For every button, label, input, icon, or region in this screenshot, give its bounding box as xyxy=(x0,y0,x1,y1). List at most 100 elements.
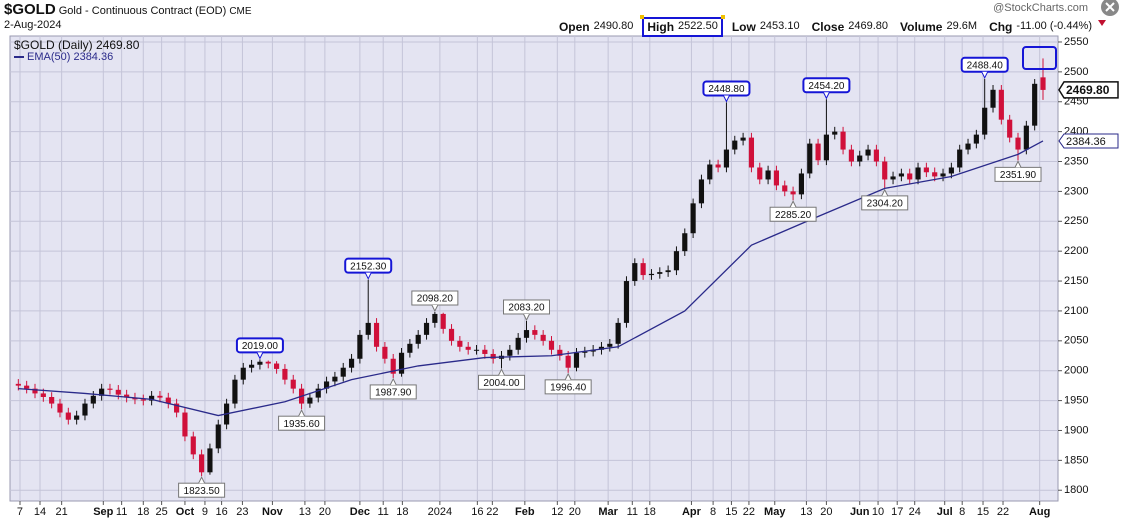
y-tick-label: 2050 xyxy=(1064,335,1088,347)
annotation-pointer xyxy=(722,95,730,103)
y-tick-label: 2200 xyxy=(1064,245,1088,257)
x-tick-label: Dec xyxy=(350,506,370,518)
legend-swatch xyxy=(14,56,24,59)
candle-body xyxy=(640,263,646,276)
candle-body xyxy=(482,349,488,354)
ema-price-tag xyxy=(1058,133,1119,149)
candle-body xyxy=(390,358,396,374)
candle-body xyxy=(273,363,280,369)
quote-item: Low 2453.10 xyxy=(729,19,803,35)
annotation-label: 1823.50 xyxy=(184,486,221,497)
candle-body xyxy=(823,134,829,161)
annotation-pointer xyxy=(364,272,372,280)
ema-line xyxy=(18,140,1044,417)
candle-body xyxy=(865,149,871,156)
candle-body xyxy=(757,167,763,180)
candle-body xyxy=(240,367,246,380)
x-tick-label: 18 xyxy=(137,506,149,518)
candle-body xyxy=(948,167,954,174)
candle-body xyxy=(665,270,671,273)
candle-body xyxy=(923,167,929,173)
quote-value: -11.00 (-0.44%) xyxy=(1016,20,1092,32)
quote-value: 2490.80 xyxy=(593,20,634,32)
candle-body xyxy=(798,173,804,195)
quote-item: Volume 29.6M xyxy=(897,19,980,35)
annotation-pointer xyxy=(523,313,530,322)
x-tick-label: May xyxy=(764,506,786,518)
marks xyxy=(15,58,1046,477)
candle-body xyxy=(573,352,580,368)
candle-body xyxy=(898,173,904,177)
x-tick-label: 20 xyxy=(319,506,331,518)
x-tick-label: 18 xyxy=(644,506,656,518)
annotation-pointer xyxy=(498,368,505,376)
candle-body xyxy=(215,424,221,449)
x-tick-label: 22 xyxy=(743,506,755,518)
x-tick-label: Jul xyxy=(937,506,953,518)
exchange: CME xyxy=(229,6,252,17)
quote-label: Low xyxy=(731,20,756,34)
candle-body xyxy=(174,403,180,413)
annotation-pointer xyxy=(389,377,397,386)
candle-body xyxy=(373,322,380,347)
x-tick-label: 24 xyxy=(909,506,921,518)
candle-body xyxy=(740,137,746,141)
candle-body xyxy=(682,233,688,252)
quote-label: Open xyxy=(558,20,590,34)
y-tick-label: 1950 xyxy=(1064,394,1088,406)
candle-body xyxy=(657,272,663,274)
candle-body xyxy=(540,334,546,341)
y-tick-label: 2000 xyxy=(1064,365,1088,377)
x-tick-label: Feb xyxy=(515,506,535,518)
x-tick-label: Nov xyxy=(262,506,284,518)
legend-item: EMA(50) 2384.36 xyxy=(14,51,139,63)
y-tick-label: 1800 xyxy=(1064,484,1088,496)
candle-body xyxy=(982,107,988,135)
annotation-pointer xyxy=(256,352,264,360)
last-price-tag xyxy=(1058,81,1119,99)
y-tick-label: 1850 xyxy=(1064,454,1088,466)
candle-body xyxy=(32,388,38,394)
candle-body xyxy=(690,203,696,234)
candle-body xyxy=(90,395,96,404)
annotation-label: 2152.30 xyxy=(350,261,387,272)
candle-body xyxy=(65,412,71,420)
candle-body xyxy=(448,328,455,341)
candle-body xyxy=(365,322,371,335)
candle-body xyxy=(149,395,155,401)
candle-body xyxy=(290,379,296,389)
candle-body xyxy=(115,389,121,395)
candle-body xyxy=(857,155,863,162)
x-tick-label: Apr xyxy=(682,506,702,518)
candle-body xyxy=(265,361,271,364)
candle-body xyxy=(473,349,480,351)
quote-label: Close xyxy=(811,20,845,34)
annotation-label: 2004.00 xyxy=(483,378,520,389)
quote-label: Volume xyxy=(900,20,943,34)
candle-body xyxy=(199,454,205,473)
candle-body xyxy=(15,383,21,386)
candle-body xyxy=(398,352,405,374)
candle-body xyxy=(807,143,813,174)
candle-body xyxy=(74,415,80,420)
candle-body xyxy=(815,143,821,161)
x-tick-label: 22 xyxy=(486,506,498,518)
annotation-label: 1987.90 xyxy=(375,388,412,399)
x-tick-label: 7 xyxy=(17,506,23,518)
legend-label: EMA(50) 2384.36 xyxy=(27,51,114,63)
annotation-label: 2304.20 xyxy=(867,199,904,210)
quote-item: Chg -11.00 (-0.44%) xyxy=(986,19,1109,35)
quote-value: 2453.10 xyxy=(759,20,800,32)
x-tick-label: 10 xyxy=(872,506,884,518)
x-tick-label: 2024 xyxy=(428,506,452,518)
annotation-pointer xyxy=(1014,160,1022,168)
candle-body xyxy=(507,349,513,356)
quote-value: 29.6M xyxy=(946,20,978,32)
close-icon xyxy=(1105,2,1115,12)
candle-body xyxy=(890,176,896,180)
candle-body xyxy=(407,343,413,353)
annotation-pointer xyxy=(198,476,206,484)
annotation-pointer xyxy=(981,71,989,79)
